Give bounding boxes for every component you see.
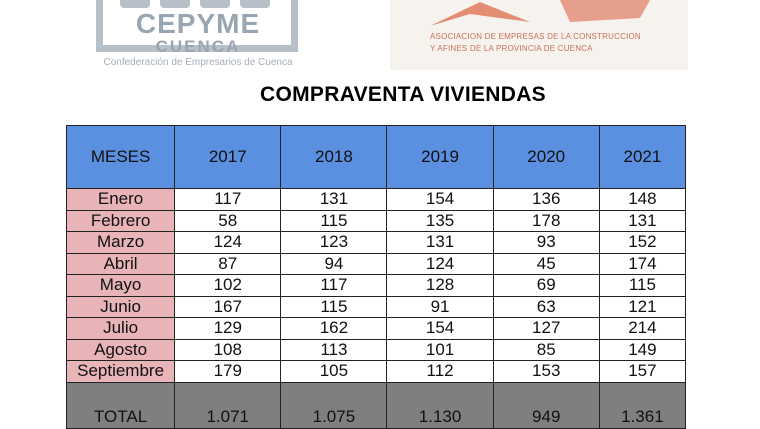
table-row: Julio 129 162 154 127 214	[65, 317, 687, 340]
value-cell-2021: 174	[598, 252, 687, 275]
header-meses: MESES	[65, 125, 176, 189]
table-row: Marzo 124 123 131 93 152	[65, 231, 687, 254]
value-cell-2018: 94	[280, 252, 388, 275]
value-cell-2017: 102	[174, 274, 282, 297]
table-row: Agosto 108 113 101 85 149	[65, 338, 687, 361]
header-2019: 2019	[386, 125, 494, 189]
value-cell-2018: 123	[280, 231, 388, 254]
value-cell-2019: 135	[386, 209, 494, 232]
value-cell-2020: 153	[492, 360, 600, 383]
month-cell: Julio	[65, 317, 176, 340]
table-header-row: MESES 2017 2018 2019 2020 2021	[65, 125, 687, 189]
cepyme-brand-text: CEPYME	[135, 8, 261, 39]
sales-table: MESES 2017 2018 2019 2020 2021 Enero 117 1…	[65, 125, 687, 429]
value-cell-2020: 136	[492, 188, 600, 211]
table-row: Abril 87 94 124 45 174	[65, 252, 687, 275]
value-cell-2019: 112	[386, 360, 494, 383]
table-row: Mayo 102 117 128 69 115	[65, 274, 687, 297]
value-cell-2021: 152	[598, 231, 687, 254]
apymec-logo: ASOCIACION DE EMPRESAS DE LA CONSTRUCCIO…	[390, 0, 688, 70]
value-cell-2019: 128	[386, 274, 494, 297]
month-cell: Abril	[65, 252, 176, 275]
value-cell-2021: 148	[598, 188, 687, 211]
total-2019: 1.130	[386, 381, 494, 429]
value-cell-2019: 131	[386, 231, 494, 254]
value-cell-2017: 117	[174, 188, 282, 211]
logo-bars	[120, 0, 270, 8]
value-cell-2017: 129	[174, 317, 282, 340]
month-cell: Enero	[65, 188, 176, 211]
value-cell-2018: 117	[280, 274, 388, 297]
value-cell-2018: 105	[280, 360, 388, 383]
cepyme-city-text: CUENCA	[155, 37, 241, 56]
month-cell: Mayo	[65, 274, 176, 297]
cepyme-logo: CEPYME CUENCA Confederación de Empresari…	[92, 0, 304, 72]
month-cell: Febrero	[65, 209, 176, 232]
value-cell-2020: 178	[492, 209, 600, 232]
header-2018: 2018	[280, 125, 388, 189]
value-cell-2020: 69	[492, 274, 600, 297]
header-2021: 2021	[598, 125, 687, 189]
month-cell: Junio	[65, 295, 176, 318]
value-cell-2020: 85	[492, 338, 600, 361]
header-2020: 2020	[492, 125, 600, 189]
header-2017: 2017	[174, 125, 282, 189]
value-cell-2019: 124	[386, 252, 494, 275]
value-cell-2020: 45	[492, 252, 600, 275]
value-cell-2018: 115	[280, 209, 388, 232]
value-cell-2019: 154	[386, 317, 494, 340]
value-cell-2019: 154	[386, 188, 494, 211]
month-cell: Agosto	[65, 338, 176, 361]
apymec-line-2: Y AFINES DE LA PROVINCIA DE CUENCA	[430, 44, 593, 53]
table-row: Enero 117 131 154 136 148	[65, 188, 687, 211]
value-cell-2018: 113	[280, 338, 388, 361]
apymec-line-1: ASOCIACION DE EMPRESAS DE LA CONSTRUCCIO…	[430, 32, 641, 41]
value-cell-2021: 149	[598, 338, 687, 361]
value-cell-2019: 101	[386, 338, 494, 361]
total-2021: 1.361	[598, 381, 687, 429]
value-cell-2017: 58	[174, 209, 282, 232]
value-cell-2020: 127	[492, 317, 600, 340]
total-label: TOTAL	[65, 381, 176, 429]
table-row: Septiembre 179 105 112 153 157	[65, 360, 687, 383]
value-cell-2019: 91	[386, 295, 494, 318]
value-cell-2017: 167	[174, 295, 282, 318]
value-cell-2021: 121	[598, 295, 687, 318]
table-row: Febrero 58 115 135 178 131	[65, 209, 687, 232]
value-cell-2017: 87	[174, 252, 282, 275]
logo-frame	[96, 0, 298, 52]
value-cell-2017: 179	[174, 360, 282, 383]
value-cell-2021: 115	[598, 274, 687, 297]
total-2018: 1.075	[280, 381, 388, 429]
apymec-emblem-icon	[430, 0, 650, 26]
value-cell-2017: 124	[174, 231, 282, 254]
total-row: TOTAL 1.071 1.075 1.130 949 1.361	[65, 381, 687, 429]
value-cell-2020: 63	[492, 295, 600, 318]
total-2017: 1.071	[174, 381, 282, 429]
apymec-association-text: ASOCIACION DE EMPRESAS DE LA CONSTRUCCIO…	[430, 31, 666, 55]
table-row: Junio 167 115 91 63 121	[65, 295, 687, 318]
page-title: COMPRAVENTA VIVIENDAS	[260, 83, 546, 106]
total-2020: 949	[492, 381, 600, 429]
value-cell-2017: 108	[174, 338, 282, 361]
month-cell: Marzo	[65, 231, 176, 254]
value-cell-2020: 93	[492, 231, 600, 254]
value-cell-2021: 157	[598, 360, 687, 383]
value-cell-2018: 115	[280, 295, 388, 318]
value-cell-2018: 131	[280, 188, 388, 211]
cepyme-tagline: Confederación de Empresarios de Cuenca	[103, 57, 293, 68]
value-cell-2021: 214	[598, 317, 687, 340]
month-cell: Septiembre	[65, 360, 176, 383]
value-cell-2021: 131	[598, 209, 687, 232]
value-cell-2018: 162	[280, 317, 388, 340]
